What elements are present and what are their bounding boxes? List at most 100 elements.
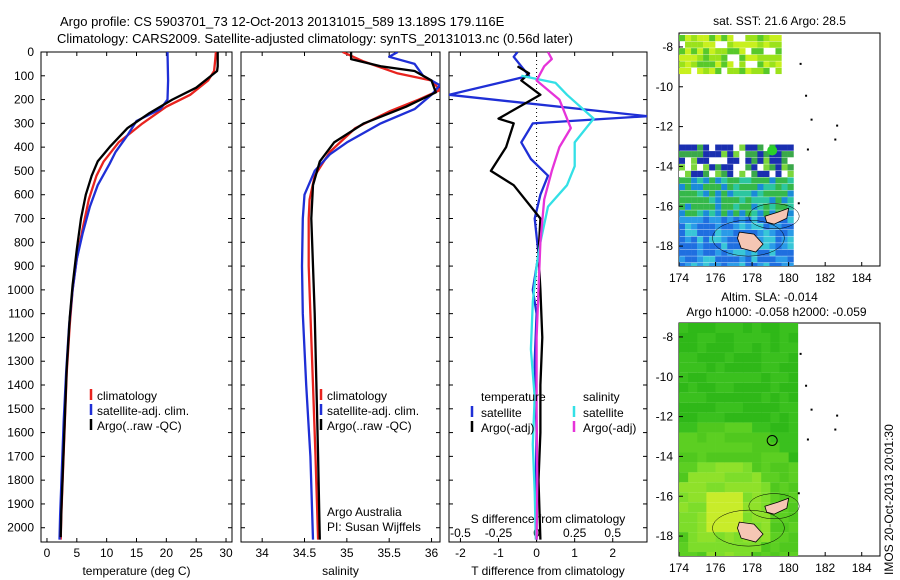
- sla-cell: [715, 512, 726, 523]
- sst-cell: [775, 183, 782, 191]
- sla-cell: [715, 382, 726, 393]
- sst-cell: [757, 41, 764, 48]
- sla-cell: [679, 532, 689, 543]
- sla-cell: [779, 372, 789, 383]
- y-tick-label: 900: [14, 259, 34, 273]
- sla-cell: [688, 472, 698, 483]
- sst-cell: [757, 151, 764, 158]
- sst-cell: [769, 262, 776, 266]
- sla-cell: [697, 512, 707, 523]
- y-tick-label: -8: [662, 330, 673, 344]
- sst-cell: [685, 190, 692, 197]
- sst-cell: [691, 34, 698, 42]
- sst-cell: [763, 236, 770, 243]
- sla-cell: [752, 542, 762, 553]
- sla-cell: [679, 402, 689, 413]
- sla-cell: [761, 552, 771, 556]
- x-tick-label: 182: [815, 561, 835, 575]
- sst-cell: [751, 229, 758, 237]
- sst-cell: [721, 229, 728, 237]
- sst-cell: [733, 190, 740, 197]
- islet: [810, 408, 813, 411]
- sst-cell: [751, 203, 758, 210]
- sst-cell: [703, 256, 710, 263]
- sla-cell: [688, 422, 698, 433]
- sst-cell: [739, 157, 746, 164]
- sla-cell: [742, 382, 753, 393]
- sla-cell: [706, 482, 716, 493]
- sst-cell: [697, 203, 704, 210]
- sla-cell: [724, 492, 735, 503]
- sla-cell: [779, 342, 789, 353]
- sst-cell: [691, 177, 698, 184]
- sst-cell: [685, 41, 692, 48]
- sst-cell: [763, 157, 770, 164]
- sla-cell: [770, 402, 780, 413]
- sst-cell: [751, 223, 758, 230]
- sla-cell: [779, 323, 789, 333]
- sst-cell: [769, 229, 776, 237]
- sst-cell: [733, 164, 740, 171]
- sst-cell: [709, 229, 716, 237]
- sst-cell: [691, 151, 698, 158]
- sla-cell: [779, 512, 789, 523]
- sst-cell: [727, 48, 734, 55]
- sla-cell: [679, 542, 689, 553]
- sst-cell: [757, 256, 764, 263]
- sla-cell: [688, 402, 698, 413]
- sla-cell: [761, 342, 771, 353]
- y-tick-label: 1900: [7, 497, 34, 511]
- sst-cell: [751, 190, 758, 197]
- sst-cell: [703, 210, 710, 217]
- sla-cell: [742, 392, 753, 403]
- sst-cell: [751, 216, 758, 224]
- sst-cell: [721, 216, 728, 224]
- sla-cell: [706, 342, 716, 353]
- sst-cell: [679, 48, 686, 55]
- sla-cell: [724, 442, 735, 453]
- sst-cell: [781, 203, 788, 210]
- sst-cell: [775, 34, 782, 42]
- sst-cell: [691, 203, 698, 210]
- sst-cell: [697, 249, 704, 256]
- sst-cell: [745, 34, 752, 42]
- sst-cell: [703, 48, 710, 55]
- sst-cell: [733, 243, 740, 250]
- sst-cell: [721, 223, 728, 230]
- sst-cell: [751, 197, 758, 204]
- y-tick-label: 700: [14, 212, 34, 226]
- y-tick-label: 1200: [7, 330, 34, 344]
- x-tick-label: 176: [706, 561, 726, 575]
- sla-cell: [715, 372, 726, 383]
- sst-cell: [703, 229, 710, 237]
- sla-cell: [742, 502, 753, 513]
- sst-cell: [763, 210, 770, 217]
- sst-cell: [745, 144, 752, 151]
- y-tick-label: -16: [656, 489, 674, 503]
- sst-cell: [727, 41, 734, 48]
- x-tick-label: 1: [571, 546, 578, 560]
- sla-cell: [724, 362, 735, 373]
- sst-cell: [733, 157, 740, 164]
- sla-cell: [697, 432, 707, 443]
- sla-cell: [706, 532, 716, 543]
- sst-cell: [685, 243, 692, 250]
- sst-cell: [751, 67, 758, 75]
- sla-cell: [742, 512, 753, 523]
- sla-cell: [761, 432, 771, 443]
- depth-contour: [712, 219, 785, 257]
- sst-cell: [757, 170, 764, 178]
- sla-cell: [752, 382, 762, 393]
- sla-cell: [788, 323, 799, 333]
- sst-cell: [781, 144, 788, 151]
- sst-cell: [733, 151, 740, 158]
- sla-cell: [788, 332, 799, 343]
- map-panel-1: 174 176 178 180 182 184 -8 -10 -12 -14 -16 -18 sat. …: [656, 14, 881, 285]
- sla-cell: [742, 422, 753, 433]
- sst-cell: [733, 144, 740, 151]
- sla-cell: [742, 472, 753, 483]
- top-tick-label: -0.25: [485, 526, 513, 540]
- sst-cell: [685, 34, 692, 42]
- sla-cell: [706, 462, 716, 473]
